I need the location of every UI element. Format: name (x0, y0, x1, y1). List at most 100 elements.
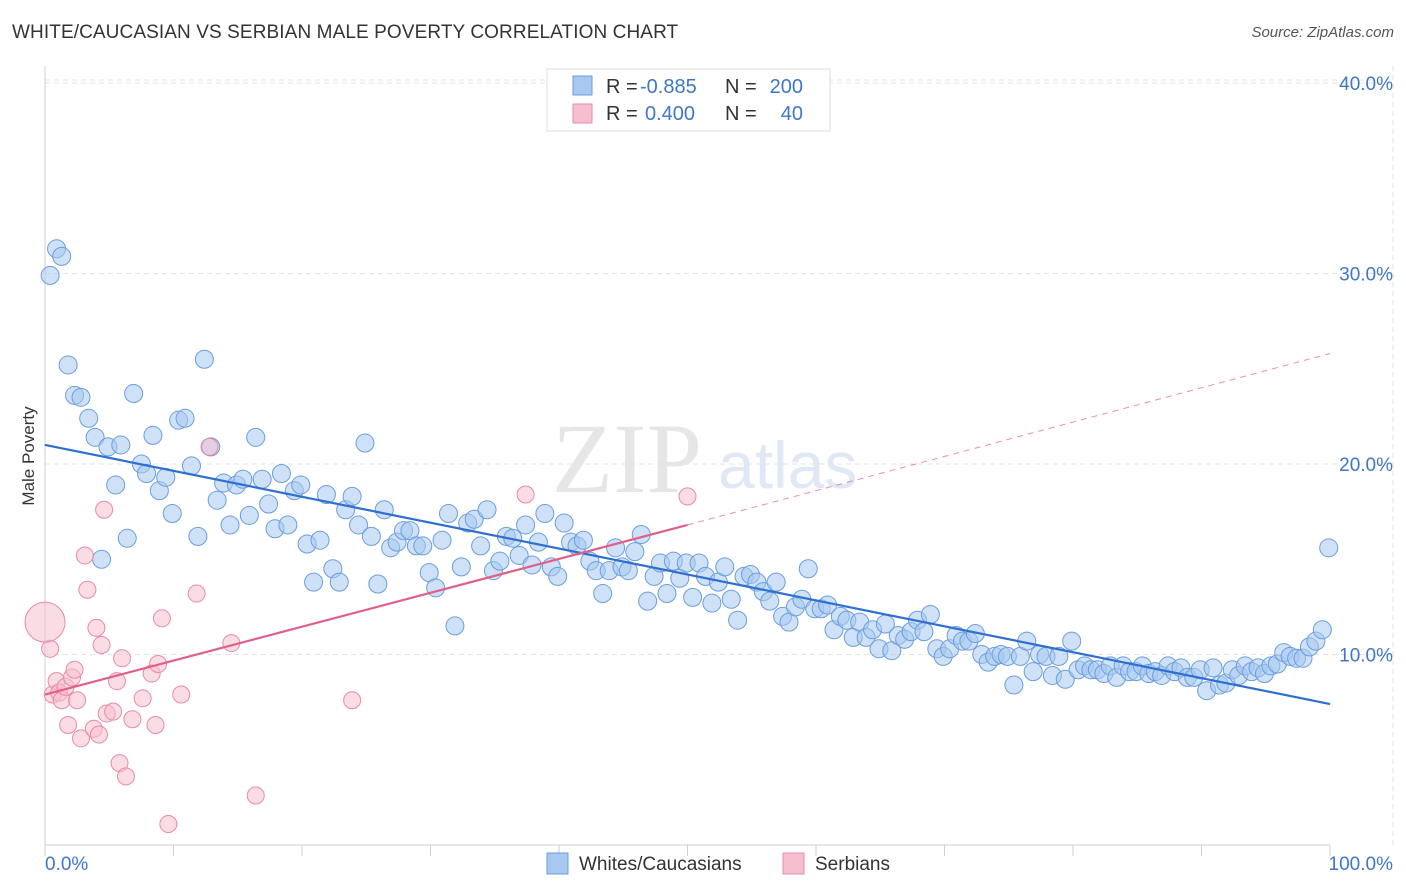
data-point-serbians (152, 609, 171, 628)
data-point-whites (246, 427, 266, 447)
data-point-serbians (116, 767, 135, 786)
data-point-whites (85, 427, 105, 447)
data-point-serbians (59, 715, 78, 734)
data-point-whites (310, 530, 330, 550)
trend-line-whites (44, 443, 1331, 706)
watermark-zip: ZIP (552, 403, 702, 514)
data-point-whites (52, 246, 72, 266)
data-point-whites (573, 530, 593, 550)
source-credit: Source: ZipAtlas.com (1251, 24, 1394, 41)
data-point-whites (175, 408, 195, 428)
y-tick-label: 10.0% (1339, 646, 1393, 667)
trend-line-serbians (44, 523, 688, 696)
series-whites-points (40, 239, 1339, 701)
x-tick-label: 100.0% (1329, 854, 1394, 875)
series-serbians-points (24, 437, 697, 834)
data-point-whites (1055, 669, 1075, 689)
bottom-legend-swatch-serbians (782, 852, 805, 875)
data-point-whites (106, 475, 126, 495)
data-point-serbians (133, 689, 152, 708)
data-point-whites (207, 490, 227, 510)
data-point-whites (1049, 646, 1069, 666)
data-point-whites (798, 559, 818, 579)
legend-r-value-whites: -0.885 (640, 76, 697, 98)
data-point-serbians (65, 660, 84, 679)
data-point-whites (721, 589, 741, 609)
watermark-atlas: atlas (718, 428, 857, 502)
data-point-whites (355, 433, 375, 453)
data-point-serbians (187, 584, 206, 603)
data-point-serbians (678, 487, 697, 506)
data-point-serbians (172, 685, 191, 704)
data-point-whites (625, 542, 645, 562)
data-point-serbians (89, 725, 108, 744)
data-point-whites (162, 504, 182, 524)
legend-n-value-serbians: 40 (781, 103, 803, 125)
data-point-whites (316, 484, 336, 504)
data-point-serbians (146, 715, 165, 734)
data-point-whites (1312, 620, 1332, 640)
data-point-whites (271, 464, 291, 484)
bottom-legend-swatch-whites (546, 852, 569, 875)
data-point-whites (239, 505, 259, 525)
legend-r-label-whites: R = (606, 76, 638, 98)
data-point-serbians (95, 500, 114, 519)
data-point-whites (490, 551, 510, 571)
data-point-whites (728, 610, 748, 630)
data-point-whites (445, 616, 465, 636)
data-point-whites (194, 349, 214, 369)
data-point-serbians (92, 635, 111, 654)
data-point-serbians (41, 639, 60, 658)
data-point-whites (329, 572, 349, 592)
data-point-whites (220, 515, 240, 535)
data-point-whites (342, 486, 362, 506)
data-point-whites (471, 536, 491, 556)
data-point-whites (361, 526, 381, 546)
data-point-whites (715, 557, 735, 577)
data-point-whites (593, 584, 613, 604)
trend-line-serbians-extension (687, 353, 1331, 526)
trend-lines (44, 353, 1331, 706)
data-point-whites (535, 504, 555, 524)
data-point-whites (548, 566, 568, 586)
data-point-serbians (104, 702, 123, 721)
data-point-whites (451, 557, 471, 577)
legend-r-value-serbians: 0.400 (645, 103, 695, 125)
data-point-whites (188, 526, 208, 546)
data-point-whites (368, 574, 388, 594)
data-point-whites (516, 515, 536, 535)
data-point-whites (291, 475, 311, 495)
legend-swatch-whites (572, 75, 593, 96)
data-point-serbians (516, 485, 535, 504)
data-point-whites (554, 513, 574, 533)
data-point-whites (58, 355, 78, 375)
x-tick-label: 0.0% (45, 854, 88, 875)
data-point-whites (657, 584, 677, 604)
data-point-whites (509, 545, 529, 565)
data-point-whites (1023, 662, 1043, 682)
data-point-whites (438, 504, 458, 524)
data-point-whites (124, 384, 144, 404)
data-point-whites (413, 536, 433, 556)
y-tick-label: 40.0% (1339, 74, 1393, 95)
data-point-whites (143, 425, 163, 445)
data-point-whites (432, 530, 452, 550)
data-point-whites (40, 265, 60, 285)
data-point-whites (259, 494, 279, 514)
tick-labels: 10.0% 20.0% 30.0% 40.0% 0.0% 100.0% (45, 74, 1393, 875)
bottom-legend-label-whites: Whites/Caucasians (579, 854, 742, 875)
data-point-serbians (24, 601, 66, 643)
data-point-serbians (78, 580, 97, 599)
legend-n-label-serbians: N = (725, 103, 757, 125)
data-point-whites (760, 591, 780, 611)
data-point-serbians (159, 815, 178, 834)
data-point-whites (1319, 538, 1339, 558)
correlation-legend: R = -0.885 N = 200 R = 0.400 N = 40 (546, 68, 831, 132)
data-point-whites (464, 509, 484, 529)
legend-n-value-whites: 200 (770, 76, 803, 98)
data-point-whites (683, 587, 703, 607)
data-point-whites (252, 469, 272, 489)
data-point-whites (1004, 675, 1024, 695)
axes (44, 66, 1331, 856)
